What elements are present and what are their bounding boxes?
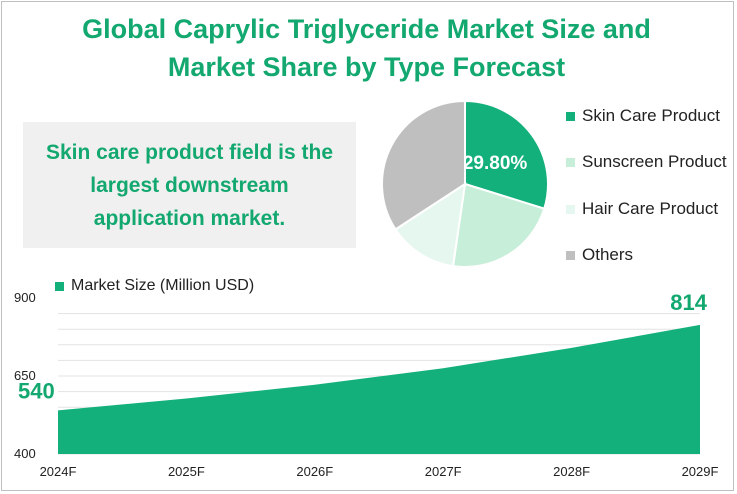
- chart-title-line-2: Market Share by Type Forecast: [167, 52, 566, 82]
- x-tick-label: 2024F: [40, 464, 77, 479]
- pie-legend-swatch: [566, 111, 575, 121]
- x-tick-label: 2026F: [296, 464, 333, 479]
- pie-data-label: 29.80%: [463, 153, 528, 174]
- y-tick-label: 400: [14, 446, 36, 461]
- pie-legend-item-sunscreen: Sunscreen Product: [566, 152, 727, 172]
- area-series-market-size: [58, 324, 700, 454]
- data-label-last: 814: [670, 290, 707, 315]
- pie-legend-item-hair-care: Hair Care Product: [566, 199, 718, 219]
- pie-legend-swatch: [566, 157, 575, 167]
- x-tick-label: 2027F: [425, 464, 462, 479]
- chart-title-line-1: Global Caprylic Triglyceride Market Size…: [82, 14, 651, 44]
- area-legend: Market Size (Million USD): [55, 277, 254, 295]
- data-label-first: 540: [18, 378, 55, 403]
- x-tick-label: 2028F: [553, 464, 590, 479]
- pie-legend-item-others: Others: [566, 245, 633, 265]
- pie-slice: [464, 99, 549, 210]
- chart-title: Global Caprylic Triglyceride Market Size…: [0, 10, 733, 86]
- pie-legend-item-skin-care: Skin Care Product: [566, 106, 720, 126]
- pie-legend-swatch: [566, 204, 575, 214]
- callout-text: Skin care product field is the largest d…: [45, 140, 334, 230]
- pie-legend-label: Hair Care Product: [582, 199, 719, 218]
- pie-slice: [451, 182, 546, 268]
- callout-box: Skin care product field is the largest d…: [23, 122, 356, 248]
- x-tick-label: 2029F: [682, 464, 719, 479]
- x-tick-label: 2025F: [168, 464, 205, 479]
- pie-legend-label: Sunscreen Product: [582, 152, 727, 171]
- pie-slice: [381, 99, 466, 231]
- area-legend-swatch: [55, 281, 64, 291]
- pie-legend-swatch: [566, 250, 575, 260]
- y-tick-label: 650: [14, 368, 36, 383]
- pie-legend-label: Others: [582, 245, 634, 264]
- y-tick-label: 900: [14, 290, 36, 305]
- area-legend-label: Market Size (Million USD): [71, 277, 255, 294]
- pie-legend-label: Skin Care Product: [582, 106, 720, 125]
- pie-slice: [394, 181, 467, 268]
